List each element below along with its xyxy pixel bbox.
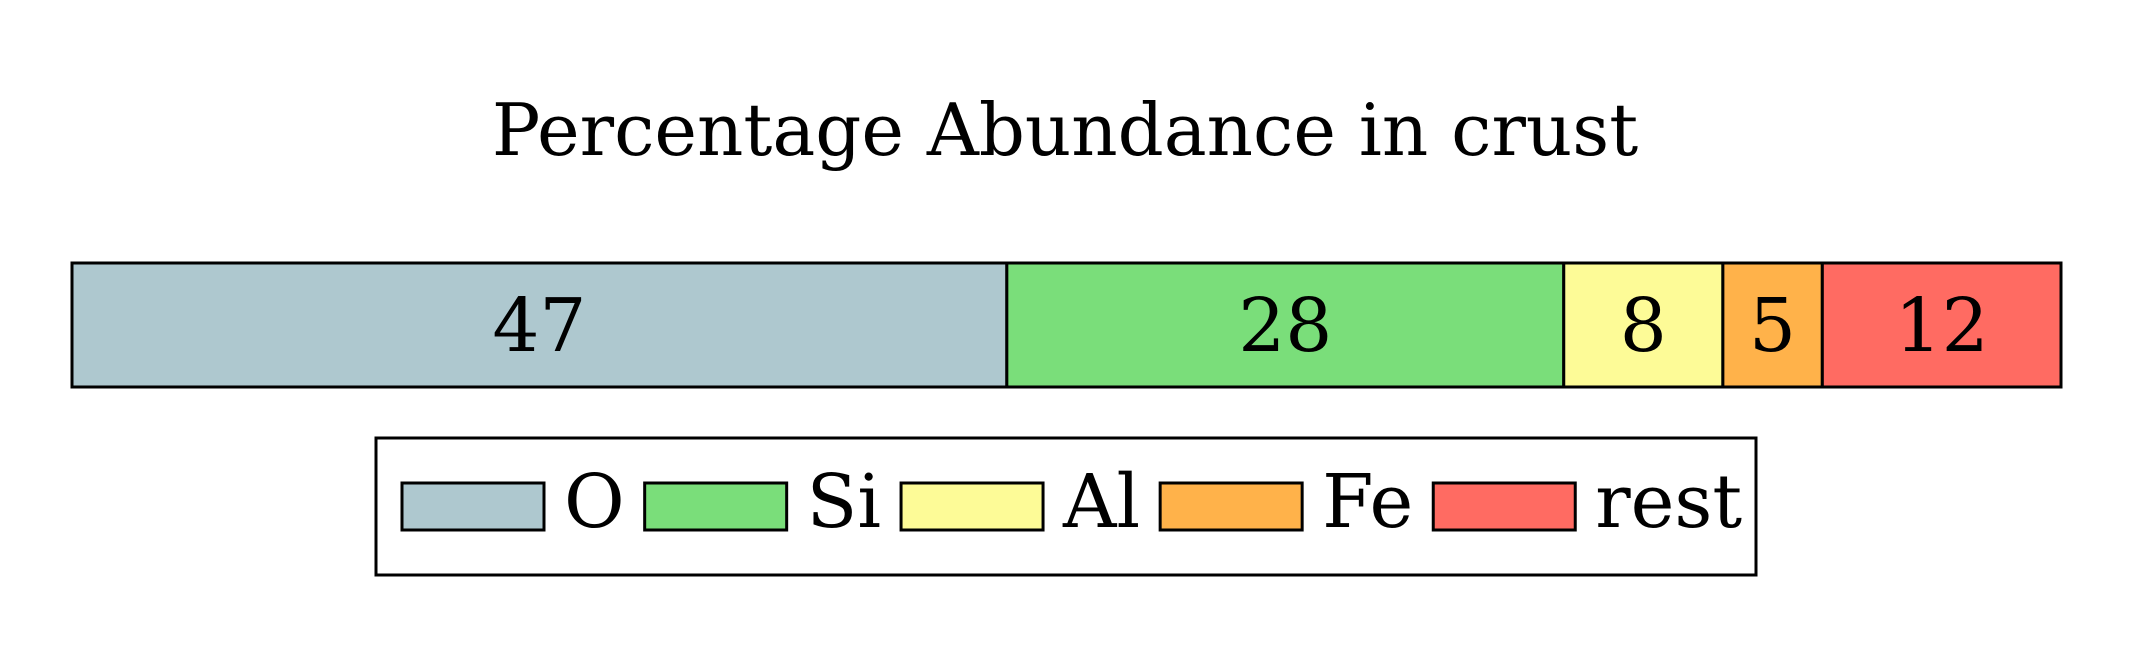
legend-swatch-o: [400, 481, 546, 532]
bar-segments: 47 28 8 5 12: [70, 261, 2063, 389]
bar-segment-al: [1562, 261, 1725, 389]
legend-swatch-fe: [1158, 481, 1304, 532]
bar-segment-o: [70, 261, 1009, 389]
bar-segment-rest: [1820, 261, 2063, 389]
data-label-rest: 12: [1895, 283, 1989, 369]
legend-swatch-al: [899, 481, 1045, 532]
legend-swatch-rest: [1431, 481, 1577, 532]
legend-label-si: Si: [807, 459, 881, 545]
legend-label-rest: rest: [1595, 459, 1742, 545]
legend-label-fe: Fe: [1322, 459, 1413, 545]
data-label-o: 47: [492, 283, 586, 369]
legend-label-o: O: [564, 459, 625, 545]
data-label-si: 28: [1238, 283, 1332, 369]
legend-label-al: Al: [1062, 459, 1140, 545]
chart-title: Percentage Abundance in crust: [492, 88, 1638, 172]
legend: O Si Al Fe rest: [374, 436, 1758, 577]
bar-segment-si: [1005, 261, 1566, 389]
legend-swatch-si: [643, 481, 789, 532]
data-label-fe: 5: [1749, 283, 1796, 369]
data-label-al: 8: [1620, 283, 1667, 369]
